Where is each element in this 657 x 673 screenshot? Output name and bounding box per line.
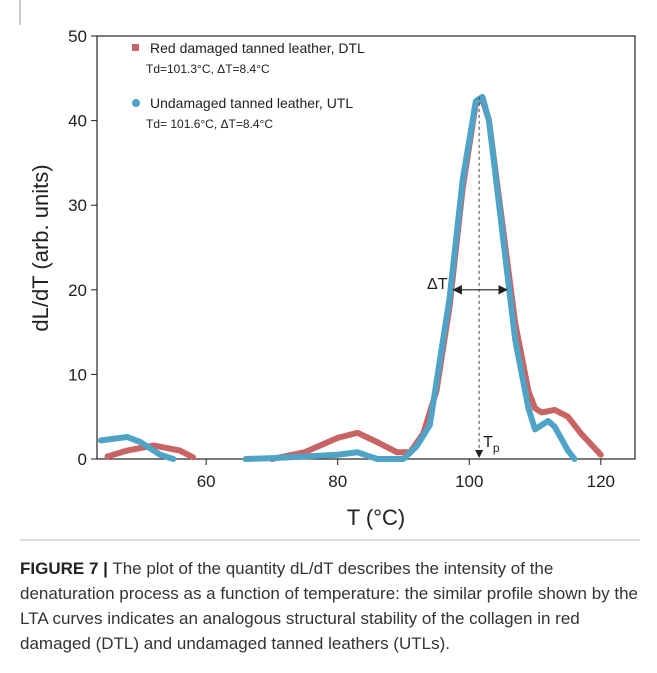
legend-note: Td= 101.6°C, ΔT=8.4°C bbox=[146, 117, 273, 131]
legend-label: Red damaged tanned leather, DTL bbox=[150, 40, 365, 56]
legend-label: Undamaged tanned leather, UTL bbox=[150, 95, 353, 111]
y-tick-label: 20 bbox=[68, 281, 87, 300]
data-line bbox=[97, 93, 578, 462]
caption-label: FIGURE 7 | bbox=[20, 559, 108, 578]
x-tick-label: 80 bbox=[328, 472, 347, 491]
caption-text: The plot of the quantity dL/dT describes… bbox=[20, 559, 639, 653]
y-tick-label: 10 bbox=[68, 365, 87, 384]
y-tick-label: 40 bbox=[68, 112, 87, 131]
annotation-main: T bbox=[483, 434, 493, 451]
x-tick-label: 120 bbox=[587, 472, 615, 491]
x-tick-label: 60 bbox=[197, 472, 216, 491]
y-tick-label: 30 bbox=[68, 196, 87, 215]
y-axis-label: dL/dT (arb. units) bbox=[28, 164, 53, 331]
legend-marker bbox=[132, 99, 140, 107]
legend-note: Td=101.3°C, ΔT=8.4°C bbox=[146, 62, 270, 76]
annotation-sub: p bbox=[493, 441, 500, 455]
plot-frame bbox=[96, 35, 636, 460]
annotation: ΔT bbox=[427, 276, 448, 293]
x-tick-label: 100 bbox=[455, 472, 483, 491]
legend-marker bbox=[132, 44, 139, 51]
chart: T (°C) dL/dT (arb. units) 0 10 20 30 40 50 60 8… bbox=[19, 0, 640, 541]
annotation: Tp bbox=[483, 434, 500, 455]
caption: FIGURE 7 | The plot of the quantity dL/d… bbox=[20, 556, 640, 656]
y-tick-label: 50 bbox=[68, 27, 87, 46]
y-tick-label: 0 bbox=[78, 450, 87, 469]
x-axis-label: T (°C) bbox=[347, 505, 406, 530]
